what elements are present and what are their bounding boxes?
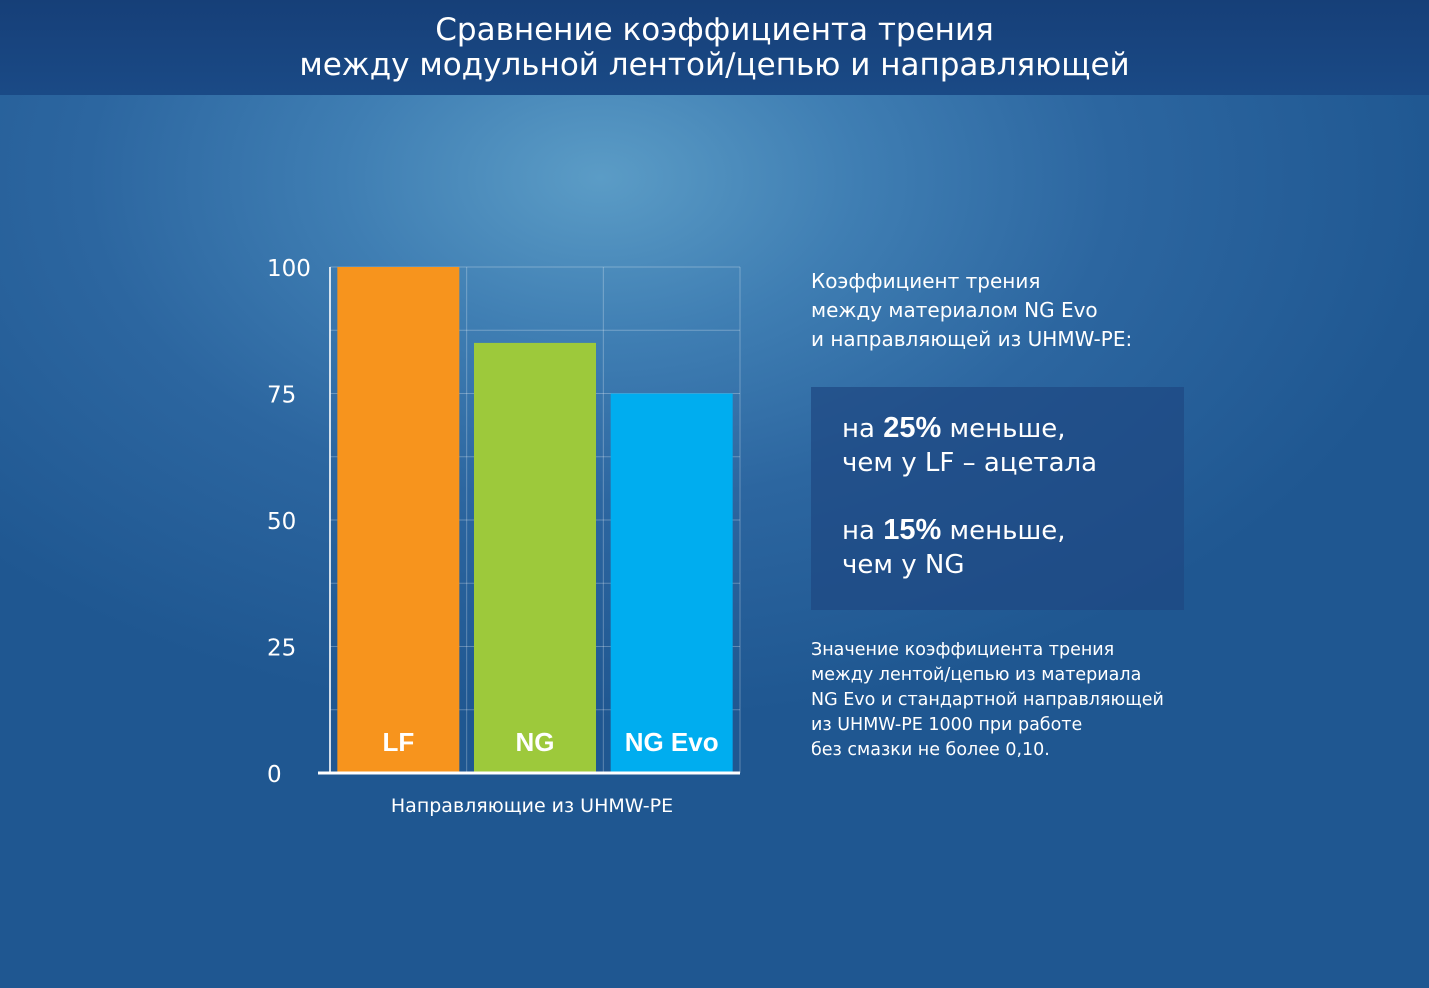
bar-label: NG [516, 727, 555, 757]
statement-prefix: на [842, 414, 884, 444]
statement-ng: на 15% меньше, чем у NG [842, 513, 1066, 582]
info-heading-line: Коэффициент трения [811, 269, 1041, 293]
chart-axes [318, 267, 740, 775]
info-heading-line: между материалом NG Evo [811, 298, 1098, 322]
y-tick-label: 75 [267, 383, 296, 409]
bar-label: NG Evo [625, 727, 719, 757]
footnote-line: без смазки не более 0,10. [811, 740, 1050, 760]
bar-label: LF [382, 727, 414, 757]
bar-ng [474, 342, 596, 773]
y-tick-label: 100 [267, 256, 311, 282]
info-heading: Коэффициент трения между материалом NG E… [811, 267, 1231, 354]
footnote: Значение коэффициента трения между ленто… [811, 638, 1231, 763]
y-tick-label: 0 [267, 762, 282, 788]
header-banner: Сравнение коэффициента трения между моду… [0, 0, 1429, 95]
statement-lf: на 25% меньше, чем у LF – ацетала [842, 411, 1097, 480]
footnote-line: Значение коэффициента трения [811, 640, 1115, 660]
statement-percent: 15% [883, 514, 942, 546]
footnote-line: между лентой/цепью из материала [811, 665, 1142, 685]
y-tick-label: 50 [267, 509, 296, 535]
statement-line2: чем у NG [842, 550, 965, 580]
statement-line2: чем у LF – ацетала [842, 448, 1098, 478]
footnote-line: NG Evo и стандартной направляющей [811, 690, 1164, 710]
x-axis-label: Направляющие из UHMW-PE [391, 795, 673, 817]
bar-lf [337, 267, 460, 773]
chart-bars [337, 267, 733, 773]
y-tick-labels: 0 25 50 75 100 [267, 256, 311, 788]
highlight-box: на 25% меньше, чем у LF – ацетала на 15%… [811, 387, 1184, 610]
statement-prefix: на [842, 516, 884, 546]
chart-labels: LF NG NG Evo [382, 727, 718, 757]
footnote-line: из UHMW-PE 1000 при работе [811, 715, 1083, 735]
info-heading-line: и направляющей из UHMW-PE: [811, 327, 1133, 351]
y-tick-label: 25 [267, 636, 296, 662]
bar-ng-evo [610, 393, 733, 773]
statement-percent: 25% [883, 412, 942, 444]
page-title-line-1: Сравнение коэффициента трения [435, 12, 994, 48]
page-title-line-2: между модульной лентой/цепью и направляю… [299, 47, 1130, 83]
statement-suffix: меньше, [941, 516, 1066, 546]
statement-suffix: меньше, [941, 414, 1066, 444]
